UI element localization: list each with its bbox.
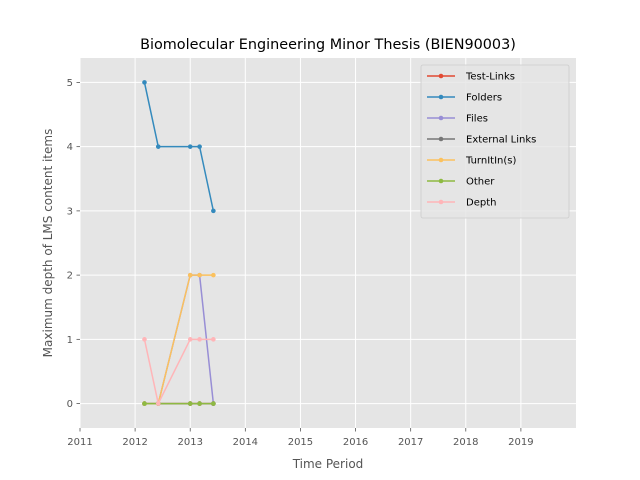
legend-marker <box>438 178 444 184</box>
legend-item-folders: Folders <box>427 93 502 104</box>
data-point-turnitin-s <box>187 272 193 278</box>
chart-title: Biomolecular Engineering Minor Thesis (B… <box>140 37 516 53</box>
data-point-folders <box>211 208 216 214</box>
legend-label: External Links <box>466 135 536 146</box>
data-point-turnitin-s <box>211 272 216 278</box>
series-folders <box>142 80 216 214</box>
y-axis-ticks: 0 1 2 3 4 5 <box>67 78 80 410</box>
legend: Test-Links Folders Files External Links Turn… <box>420 64 570 219</box>
legend-item-external-links: External Links <box>427 135 536 146</box>
legend-marker <box>438 73 444 79</box>
legend-item-other: Other <box>427 177 495 188</box>
y-tick-label: 1 <box>67 335 73 346</box>
x-axis-ticks: 2011 2012 2013 2014 2015 2016 2017 2018 2019 <box>67 428 534 448</box>
legend-marker <box>438 199 444 205</box>
legend-frame <box>420 64 570 219</box>
series-depth <box>142 337 216 406</box>
grid-lines <box>79 58 576 428</box>
legend-marker <box>438 136 444 142</box>
data-point-folders <box>197 144 202 149</box>
legend-marker <box>438 115 444 121</box>
data-point-depth <box>211 337 216 342</box>
data-point-folders <box>187 144 193 149</box>
data-point-folders <box>155 144 161 149</box>
y-axis-title: Maximum depth of LMS content items <box>41 129 55 358</box>
x-tick-label: 2015 <box>288 437 313 448</box>
y-tick-label: 0 <box>67 399 73 410</box>
legend-label: TurnItIn(s) <box>465 156 516 167</box>
x-tick-label: 2019 <box>508 437 533 448</box>
legend-label: Files <box>466 114 488 125</box>
legend-label: Test-Links <box>465 72 515 83</box>
x-tick-label: 2016 <box>343 437 368 448</box>
data-point-other <box>142 401 147 406</box>
legend-label: Depth <box>466 198 496 209</box>
data-point-depth <box>155 401 161 406</box>
legend-marker <box>438 94 444 100</box>
data-point-depth <box>187 337 193 342</box>
legend-label: Folders <box>466 93 502 104</box>
x-tick-label: 2018 <box>453 437 478 448</box>
x-tick-label: 2017 <box>398 437 423 448</box>
series-layer <box>142 80 216 406</box>
data-point-other <box>211 401 216 406</box>
legend-item-depth: Depth <box>427 198 496 209</box>
legend-item-test-links: Test-Links <box>427 72 515 83</box>
y-tick-label: 4 <box>67 142 73 153</box>
data-point-other <box>187 401 193 406</box>
data-point-depth <box>197 337 202 342</box>
x-tick-label: 2012 <box>122 437 147 448</box>
legend-label: Other <box>466 177 495 188</box>
y-tick-label: 5 <box>67 78 73 89</box>
data-point-depth <box>142 337 147 342</box>
x-tick-label: 2014 <box>233 437 258 448</box>
x-tick-label: 2013 <box>177 437 202 448</box>
data-point-turnitin-s <box>197 272 202 278</box>
legend-item-files: Files <box>427 114 488 125</box>
data-point-folders <box>142 80 147 85</box>
x-axis-title: Time Period <box>292 457 364 471</box>
data-point-other <box>197 401 202 406</box>
y-tick-label: 3 <box>67 206 73 217</box>
legend-item-turnitin-s: TurnItIn(s) <box>427 156 516 167</box>
x-tick-label: 2011 <box>67 437 92 448</box>
legend-marker <box>438 157 444 163</box>
y-tick-label: 2 <box>67 271 73 282</box>
